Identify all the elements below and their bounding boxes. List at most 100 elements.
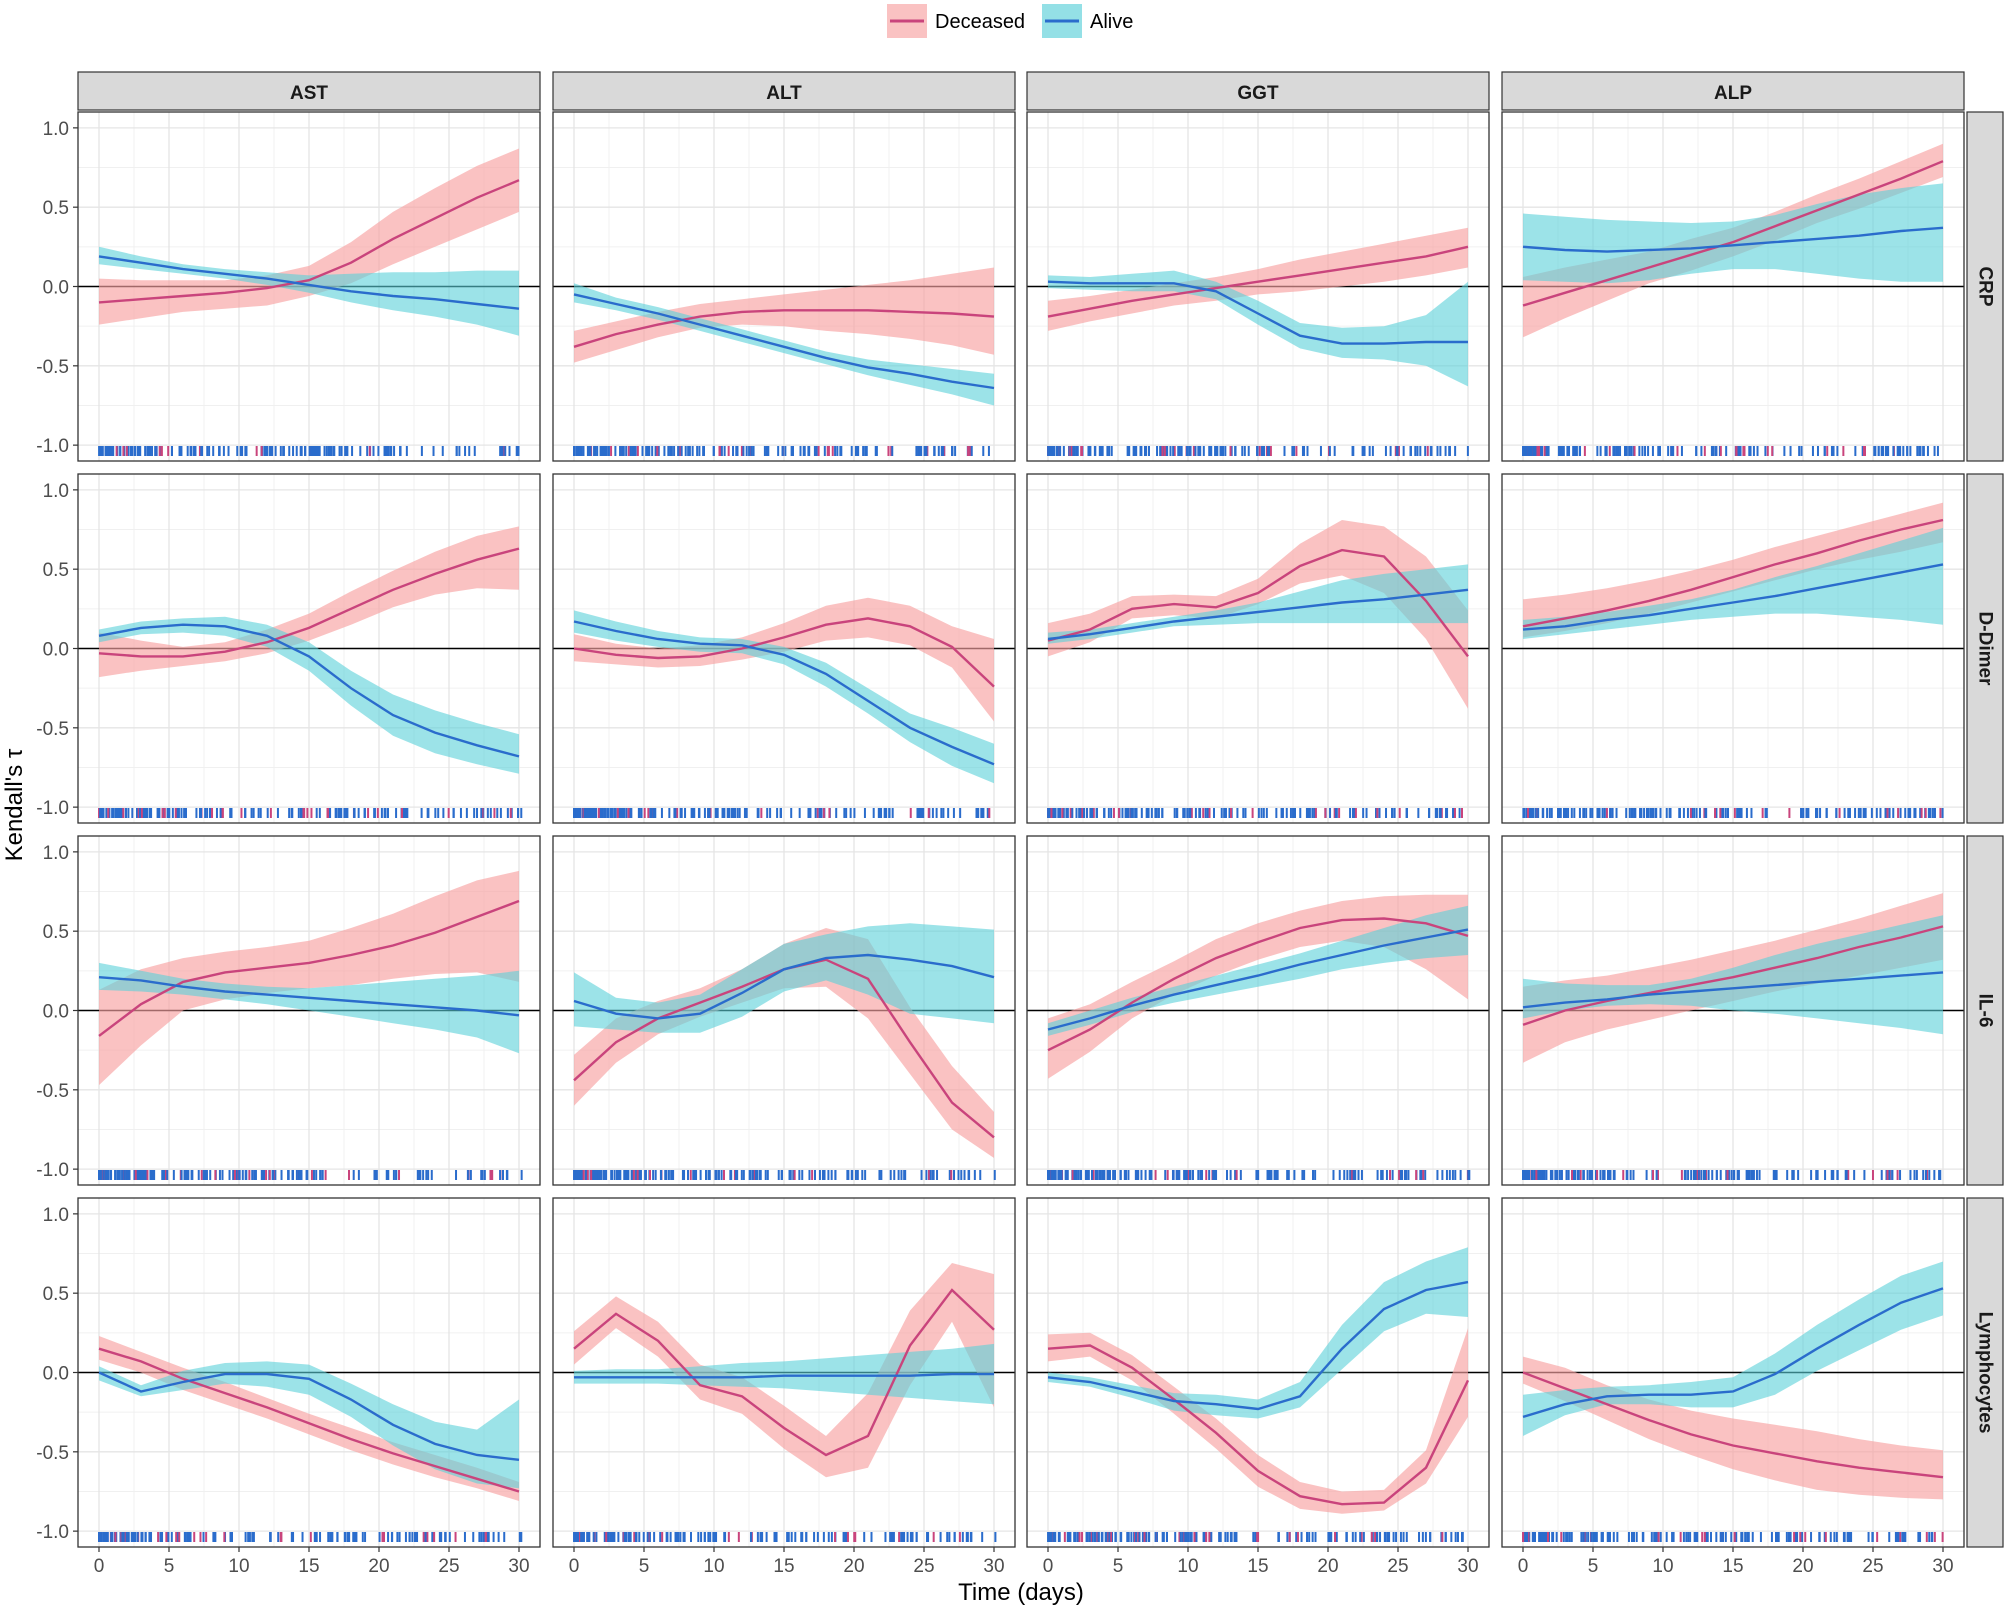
y-tick-label: -1.0 xyxy=(36,436,69,457)
panel-ggt-d-dimer xyxy=(1026,473,1490,824)
y-tick-label: -0.5 xyxy=(36,357,69,378)
rug-marks xyxy=(1522,446,1939,456)
legend-label-deceased: Deceased xyxy=(935,11,1025,33)
panel-plot-area xyxy=(553,597,1015,818)
alive-line xyxy=(1522,1287,1944,1419)
panel-ast-il-6: 1.0 0.5 0.0 -0.5 -1.0 xyxy=(36,835,541,1186)
deceased-ci-band xyxy=(574,267,994,363)
deceased-line xyxy=(1047,245,1469,318)
row-strip-label: D-Dimer xyxy=(1975,612,1996,687)
column-strip-label: AST xyxy=(290,83,328,104)
rug-marks xyxy=(98,1170,523,1180)
deceased-line xyxy=(98,899,520,1037)
panel-plot-area xyxy=(78,148,540,456)
panel-ast-d-dimer: 1.0 0.5 0.0 -0.5 -1.0 xyxy=(36,473,541,824)
x-tick-label: 30 xyxy=(508,1556,529,1577)
x-tick-label: 5 xyxy=(164,1556,175,1577)
rug-marks xyxy=(1522,808,1944,818)
panel-border xyxy=(1501,473,1965,824)
x-tick-label: 20 xyxy=(1317,1556,1338,1577)
alive-ci-band xyxy=(1523,1261,1943,1436)
panel-plot-area xyxy=(1027,227,1489,456)
row-strip-lymphocytes xyxy=(1966,1197,2004,1548)
deceased-line xyxy=(1522,925,1944,1026)
alive-ci-band xyxy=(1048,1247,1468,1419)
rug-marks xyxy=(573,446,990,456)
x-tick-label: 25 xyxy=(913,1556,934,1577)
panel-border xyxy=(1026,835,1490,1186)
y-tick-label: -1.0 xyxy=(36,1522,69,1543)
deceased-ci-band xyxy=(574,1263,994,1478)
rug-marks xyxy=(1522,1532,1944,1542)
deceased-ci-band xyxy=(99,526,519,678)
panel-plot-area xyxy=(1502,143,1964,456)
deceased-ci-band xyxy=(1048,1328,1468,1514)
panel-ggt-crp xyxy=(1026,111,1490,462)
row-strip-crp xyxy=(1966,111,2004,462)
rug-marks xyxy=(1047,808,1463,818)
x-tick-label: 25 xyxy=(1387,1556,1408,1577)
panel-alp-il-6 xyxy=(1501,835,1965,1186)
alive-ci-band xyxy=(99,962,519,1054)
alive-line xyxy=(98,1371,520,1461)
y-tick-label: 0.0 xyxy=(43,1364,69,1385)
x-tick-label: 5 xyxy=(1588,1556,1599,1577)
alive-line xyxy=(98,623,520,758)
panel-border xyxy=(1501,835,1965,1186)
panel-ggt-lymphocytes: 0 5 10 15 20 25 30 xyxy=(1026,1197,1490,1577)
legend-label-alive: Alive xyxy=(1090,11,1133,33)
column-strip-ggt xyxy=(1026,71,1490,111)
alive-line xyxy=(573,953,995,1020)
panel-plot-area xyxy=(78,870,540,1180)
x-tick-label: 20 xyxy=(1792,1556,1813,1577)
panel-ast-crp: 1.0 0.5 0.0 -0.5 -1.0 xyxy=(36,111,541,462)
y-tick-label: 0.5 xyxy=(43,922,69,943)
alive-ci-band xyxy=(574,610,994,784)
panel-alt-crp xyxy=(552,111,1016,462)
deceased-line xyxy=(1522,518,1944,628)
panel-plot-area xyxy=(553,923,1015,1180)
panel-plot-area xyxy=(78,1336,540,1542)
panel-alt-lymphocytes: 0 5 10 15 20 25 30 xyxy=(552,1197,1016,1577)
panel-plot-area xyxy=(78,526,540,818)
rug-marks xyxy=(1047,446,1469,456)
x-tick-label: 10 xyxy=(1177,1556,1198,1577)
alive-ci-band xyxy=(99,616,519,774)
panel-plot-area xyxy=(1027,1247,1489,1542)
y-tick-label: -1.0 xyxy=(36,798,69,819)
y-tick-label: -0.5 xyxy=(36,1443,69,1464)
alive-ci-band xyxy=(574,923,994,1033)
deceased-ci-band xyxy=(574,597,994,722)
panel-ggt-il-6 xyxy=(1026,835,1490,1186)
panel-border xyxy=(552,835,1016,1186)
y-tick-label: -0.5 xyxy=(36,1081,69,1102)
alive-line xyxy=(1047,1280,1469,1411)
y-tick-label: 1.0 xyxy=(43,1205,69,1226)
deceased-ci-band xyxy=(99,870,519,1086)
x-tick-label: 20 xyxy=(368,1556,389,1577)
row-strip-il-6 xyxy=(1966,835,2004,1186)
x-tick-label: 25 xyxy=(1862,1556,1883,1577)
y-tick-label: 1.0 xyxy=(43,119,69,140)
deceased-line xyxy=(98,1347,520,1493)
alive-line xyxy=(1047,588,1469,641)
column-strip-alt xyxy=(552,71,1016,111)
rug-marks xyxy=(1522,1170,1942,1180)
x-tick-label: 10 xyxy=(703,1556,724,1577)
alive-ci-band xyxy=(1048,905,1468,1036)
rug-marks xyxy=(98,808,523,818)
alive-ci-band xyxy=(1048,270,1468,387)
alive-line xyxy=(574,1372,994,1379)
panel-plot-area xyxy=(1502,1261,1964,1542)
rug-marks xyxy=(98,1532,523,1542)
y-tick-label: 0.5 xyxy=(43,198,69,219)
deceased-ci-band xyxy=(99,148,519,325)
x-tick-label: 15 xyxy=(298,1556,319,1577)
alive-line xyxy=(573,293,995,390)
rug-marks xyxy=(1047,1532,1464,1542)
panel-plot-area xyxy=(1502,893,1964,1180)
alive-line xyxy=(98,255,520,310)
x-axis-title: Time (days) xyxy=(958,1579,1084,1606)
y-tick-label: 0.0 xyxy=(43,1002,69,1023)
x-tick-label: 0 xyxy=(94,1556,105,1577)
